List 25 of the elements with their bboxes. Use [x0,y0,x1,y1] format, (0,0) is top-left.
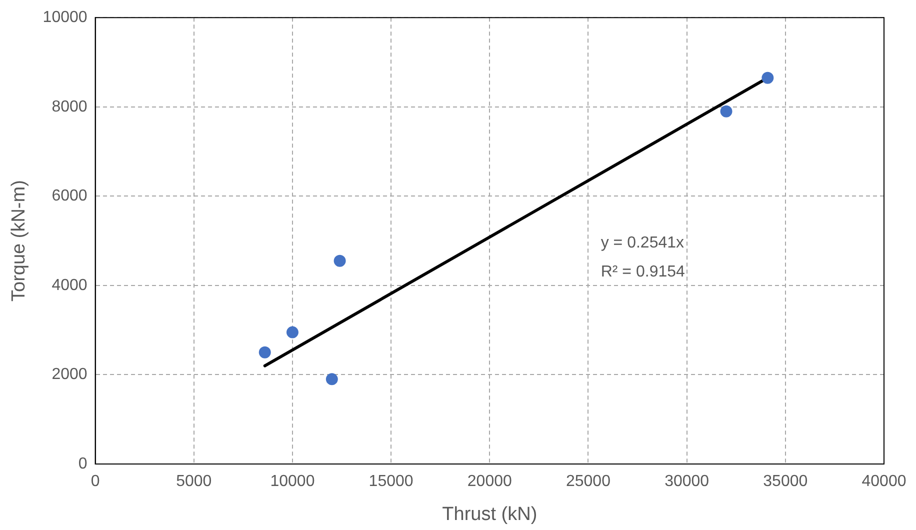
y-tick-label: 2000 [52,366,88,384]
point [720,105,732,118]
annotation: R² = 0.9154 [600,263,686,280]
x-tick-label: 10000 [270,473,315,490]
x-tick-label: 0 [90,473,100,490]
y-tick-label: 6000 [52,188,88,205]
x-tick-label: 5000 [176,473,212,490]
y-tick-label: 10000 [42,9,88,26]
x-tick-label: 30000 [664,473,710,490]
annotation: y = 0.2541x [600,234,684,252]
y-tick-label: 4000 [52,276,88,294]
point [762,72,774,84]
x-tick-label: 15000 [368,473,414,490]
y-tick-label: 8000 [52,98,88,116]
point [326,373,338,386]
x-tick-label: 35000 [763,473,808,490]
x-tick-label: 25000 [566,473,611,490]
point [258,346,271,358]
x-tick-label: 40000 [862,473,906,490]
y-axis-title: Torque (kN-m) [8,180,30,302]
point [286,326,298,338]
x-tick-label: 20000 [467,473,512,490]
x-axis-title: Thrust (kN) [442,504,538,525]
y-tick-label: 0 [78,455,88,472]
point [334,254,346,267]
